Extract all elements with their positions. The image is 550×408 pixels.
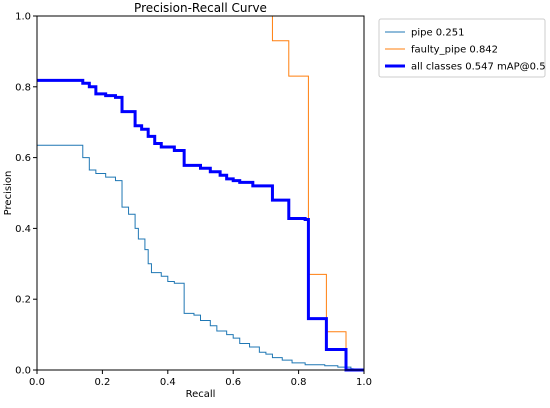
series-line-0	[37, 144, 365, 371]
legend-label-2: all classes 0.547 mAP@0.5	[411, 62, 546, 73]
x-axis-label: Recall	[186, 389, 216, 400]
y-tick-label: 0.8	[15, 82, 31, 93]
x-tick-label: 1.0	[356, 377, 372, 388]
y-tick-label: 0.0	[15, 366, 31, 377]
legend-label-0: pipe 0.251	[411, 28, 464, 39]
chart-title: Precision-Recall Curve	[134, 1, 267, 15]
x-tick-label: 0.8	[291, 377, 307, 388]
legend-box	[378, 18, 546, 78]
plot-frame	[36, 15, 365, 371]
y-tick-label: 0.4	[15, 224, 31, 235]
y-tick-label: 0.2	[15, 295, 31, 306]
y-axis-label: Precision	[3, 171, 14, 216]
x-tick-label: 0.2	[94, 377, 110, 388]
series-line-1	[271, 16, 347, 370]
x-tick-label: 0.4	[160, 377, 176, 388]
y-tick-label: 0.6	[15, 153, 31, 164]
legend: pipe 0.251 faulty_pipe 0.842 all classes 0…	[378, 18, 546, 78]
legend-label-1: faulty_pipe 0.842	[411, 45, 498, 56]
plot-area	[36, 15, 365, 372]
x-tick-label: 0.6	[225, 377, 241, 388]
series-line-2	[37, 78, 364, 372]
x-tick-label: 0.0	[29, 377, 45, 388]
y-axis: 0.0 0.2 0.4 0.6 0.8 1.0	[15, 12, 37, 377]
x-axis: 0.0 0.2 0.4 0.6 0.8 1.0	[29, 370, 372, 388]
y-tick-label: 1.0	[15, 12, 31, 23]
